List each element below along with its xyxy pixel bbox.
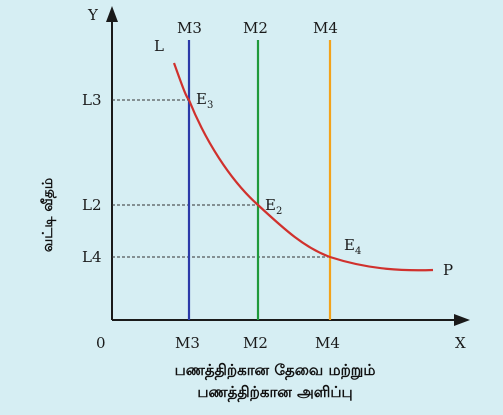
equilibrium-e2: E2 xyxy=(265,196,282,217)
y-axis-letter: Y xyxy=(87,6,99,24)
bottom-label-m2: M2 xyxy=(243,334,268,352)
x-axis-title-line1: பணத்திற்கான தேவை மற்றும் xyxy=(175,361,376,380)
x-axis-title-line2: பணத்திற்கான அளிப்பு xyxy=(197,383,352,402)
x-axis-arrow xyxy=(454,314,470,326)
curve-end-label: P xyxy=(443,261,453,279)
equilibrium-e4: E4 xyxy=(344,236,361,257)
y-axis-arrow xyxy=(106,6,118,22)
curve-start-label: L xyxy=(154,37,164,55)
top-label-m3: M3 xyxy=(177,19,202,37)
x-axis-letter: X xyxy=(455,334,466,352)
origin-label: 0 xyxy=(96,334,106,352)
top-label-m2: M2 xyxy=(243,19,268,37)
top-label-m4: M4 xyxy=(313,19,338,37)
bottom-label-m3: M3 xyxy=(175,334,200,352)
bottom-label-m4: M4 xyxy=(315,334,340,352)
rate-label-l3: L3 xyxy=(82,91,102,109)
lp-curve xyxy=(172,62,434,272)
rate-label-l4: L4 xyxy=(82,248,102,266)
rate-label-l2: L2 xyxy=(82,196,102,214)
y-axis-title: வட்டி வீதம் xyxy=(40,178,57,252)
equilibrium-e3: E3 xyxy=(196,90,213,111)
